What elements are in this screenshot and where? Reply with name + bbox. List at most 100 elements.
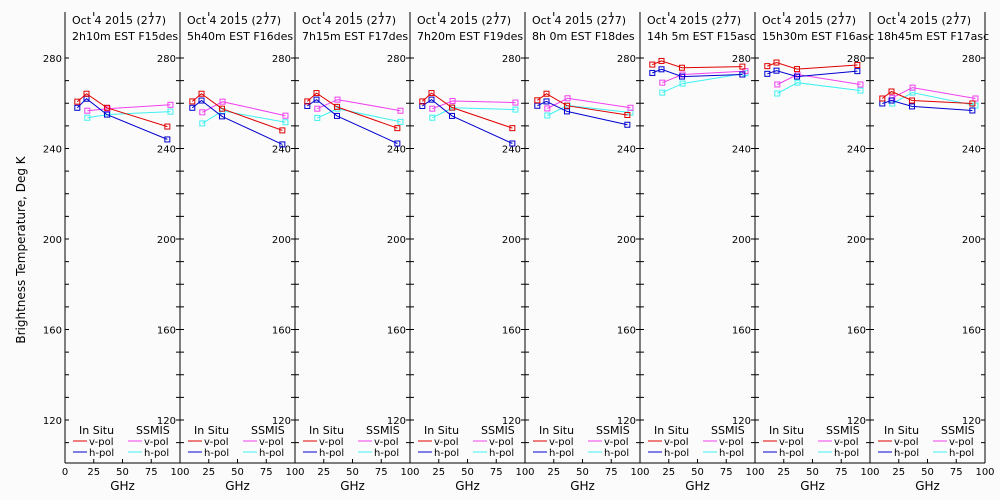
data-point-ssmis-h bbox=[314, 114, 321, 121]
legend-label-ssmis-v-pol: v-pol bbox=[949, 437, 974, 448]
data-point-insitu-h bbox=[74, 104, 81, 111]
data-point-insitu-v bbox=[218, 105, 225, 112]
legend-label-insitu-v-pol: v-pol bbox=[894, 437, 919, 448]
panel-title-time: 14h 5m EST F15asc bbox=[647, 30, 756, 43]
data-point-insitu-h bbox=[543, 98, 550, 105]
x-axis-label: GHz bbox=[915, 479, 940, 493]
panel-title-time: 2h10m EST F15des bbox=[72, 30, 178, 43]
panel-title-date: Oct 4 2015 (277) bbox=[72, 14, 166, 27]
legend-label-insitu-h-pol: h-pol bbox=[89, 448, 114, 459]
legend-title-insitu: In Situ bbox=[539, 424, 574, 437]
panel-1: Oct 4 2015 (277) 2h10m EST F15des 120 160 20… bbox=[62, 12, 190, 493]
series-line-insitu-v bbox=[881, 90, 973, 104]
data-point-insitu-v bbox=[394, 125, 401, 132]
data-point-ssmis-v bbox=[167, 101, 174, 108]
y-tick-label: 240 bbox=[962, 145, 981, 156]
series-line-ssmis-v bbox=[317, 99, 401, 112]
x-axis-label: GHz bbox=[455, 479, 480, 493]
y-tick-label: 240 bbox=[272, 145, 291, 156]
legend-label-insitu-v-pol: v-pol bbox=[779, 437, 804, 448]
legend-label-insitu-h-pol: h-pol bbox=[204, 448, 229, 459]
x-tick-label: 50 bbox=[116, 467, 129, 478]
panel-title-date: Oct 4 2015 (277) bbox=[532, 14, 626, 27]
data-point-insitu-h bbox=[509, 140, 516, 147]
data-point-insitu-v bbox=[764, 63, 771, 70]
x-tick-label: 75 bbox=[145, 467, 158, 478]
data-point-insitu-v bbox=[624, 112, 631, 119]
data-point-insitu-h bbox=[793, 73, 800, 80]
x-tick-label: 50 bbox=[576, 467, 589, 478]
data-point-insitu-h bbox=[908, 103, 915, 110]
series-line-insitu-h bbox=[422, 98, 513, 144]
data-point-insitu-v bbox=[428, 90, 435, 97]
data-point-ssmis-v bbox=[199, 109, 206, 116]
legend-label-ssmis-h-pol: h-pol bbox=[604, 448, 629, 459]
data-point-insitu-v bbox=[419, 98, 426, 105]
data-point-insitu-v bbox=[563, 102, 570, 109]
y-tick-label: 120 bbox=[502, 416, 521, 427]
data-point-ssmis-v bbox=[627, 104, 634, 111]
y-tick-label-outer: 280 bbox=[43, 54, 62, 65]
legend-label-ssmis-v-pol: v-pol bbox=[374, 437, 399, 448]
data-point-ssmis-v bbox=[282, 112, 289, 119]
y-tick-label: 160 bbox=[272, 326, 291, 337]
data-point-insitu-v bbox=[908, 97, 915, 104]
legend-label-insitu-h-pol: h-pol bbox=[434, 448, 459, 459]
series-line-insitu-h bbox=[767, 70, 858, 78]
x-tick-label: 75 bbox=[950, 467, 963, 478]
data-point-ssmis-h bbox=[282, 119, 289, 126]
legend-title-insitu: In Situ bbox=[309, 424, 344, 437]
data-point-insitu-v bbox=[543, 90, 550, 97]
x-tick-label: 25 bbox=[87, 467, 100, 478]
data-point-insitu-h bbox=[198, 97, 205, 104]
x-tick-label: 75 bbox=[375, 467, 388, 478]
x-axis-label: GHz bbox=[225, 479, 250, 493]
data-point-insitu-v bbox=[103, 104, 110, 111]
panel-title-time: 15h30m EST F16asc bbox=[762, 30, 874, 43]
x-tick-label: 75 bbox=[720, 467, 733, 478]
data-point-insitu-h bbox=[534, 102, 541, 109]
data-point-insitu-v bbox=[534, 97, 541, 104]
data-point-insitu-h bbox=[333, 112, 340, 119]
data-point-insitu-h bbox=[624, 121, 631, 128]
legend-label-insitu-h-pol: h-pol bbox=[319, 448, 344, 459]
y-tick-label: 280 bbox=[847, 54, 866, 65]
legend-title-ssmis: SSMIS bbox=[826, 424, 860, 437]
y-tick-label: 240 bbox=[617, 145, 636, 156]
data-point-insitu-h bbox=[279, 141, 286, 148]
y-tick-label: 120 bbox=[617, 416, 636, 427]
y-tick-label: 280 bbox=[732, 54, 751, 65]
y-tick-label: 200 bbox=[847, 235, 866, 246]
data-point-ssmis-h bbox=[794, 79, 801, 86]
data-point-insitu-h bbox=[969, 107, 976, 114]
data-point-ssmis-h bbox=[334, 105, 341, 112]
data-point-ssmis-v bbox=[449, 97, 456, 104]
data-point-ssmis-v bbox=[857, 81, 864, 88]
y-tick-label: 280 bbox=[157, 54, 176, 65]
legend-label-insitu-h-pol: h-pol bbox=[549, 448, 574, 459]
y-tick-label: 240 bbox=[387, 145, 406, 156]
data-point-insitu-v bbox=[333, 103, 340, 110]
legend-label-ssmis-v-pol: v-pol bbox=[604, 437, 629, 448]
panel-title-date: Oct 4 2015 (277) bbox=[762, 14, 856, 27]
legend-label-ssmis-v-pol: v-pol bbox=[144, 437, 169, 448]
x-tick-label: 100 bbox=[515, 467, 534, 478]
y-tick-label: 200 bbox=[387, 235, 406, 246]
series-line-insitu-v bbox=[76, 93, 168, 128]
data-point-ssmis-h bbox=[679, 80, 686, 87]
x-tick-label: 100 bbox=[975, 467, 994, 478]
data-point-insitu-h bbox=[189, 104, 196, 111]
legend-title-insitu: In Situ bbox=[424, 424, 459, 437]
data-point-ssmis-h bbox=[167, 108, 174, 115]
x-tick-label: 75 bbox=[260, 467, 273, 478]
series-line-insitu-h bbox=[882, 99, 973, 111]
y-tick-label: 120 bbox=[272, 416, 291, 427]
y-tick-label: 240 bbox=[157, 145, 176, 156]
legend-title-insitu: In Situ bbox=[79, 424, 114, 437]
data-point-ssmis-v bbox=[397, 107, 404, 114]
panel-title-date: Oct 4 2015 (277) bbox=[187, 14, 281, 27]
data-point-ssmis-h bbox=[429, 114, 436, 121]
data-point-insitu-h bbox=[218, 113, 225, 120]
y-tick-label-outer: 200 bbox=[43, 235, 62, 246]
x-axis-label: GHz bbox=[570, 479, 595, 493]
